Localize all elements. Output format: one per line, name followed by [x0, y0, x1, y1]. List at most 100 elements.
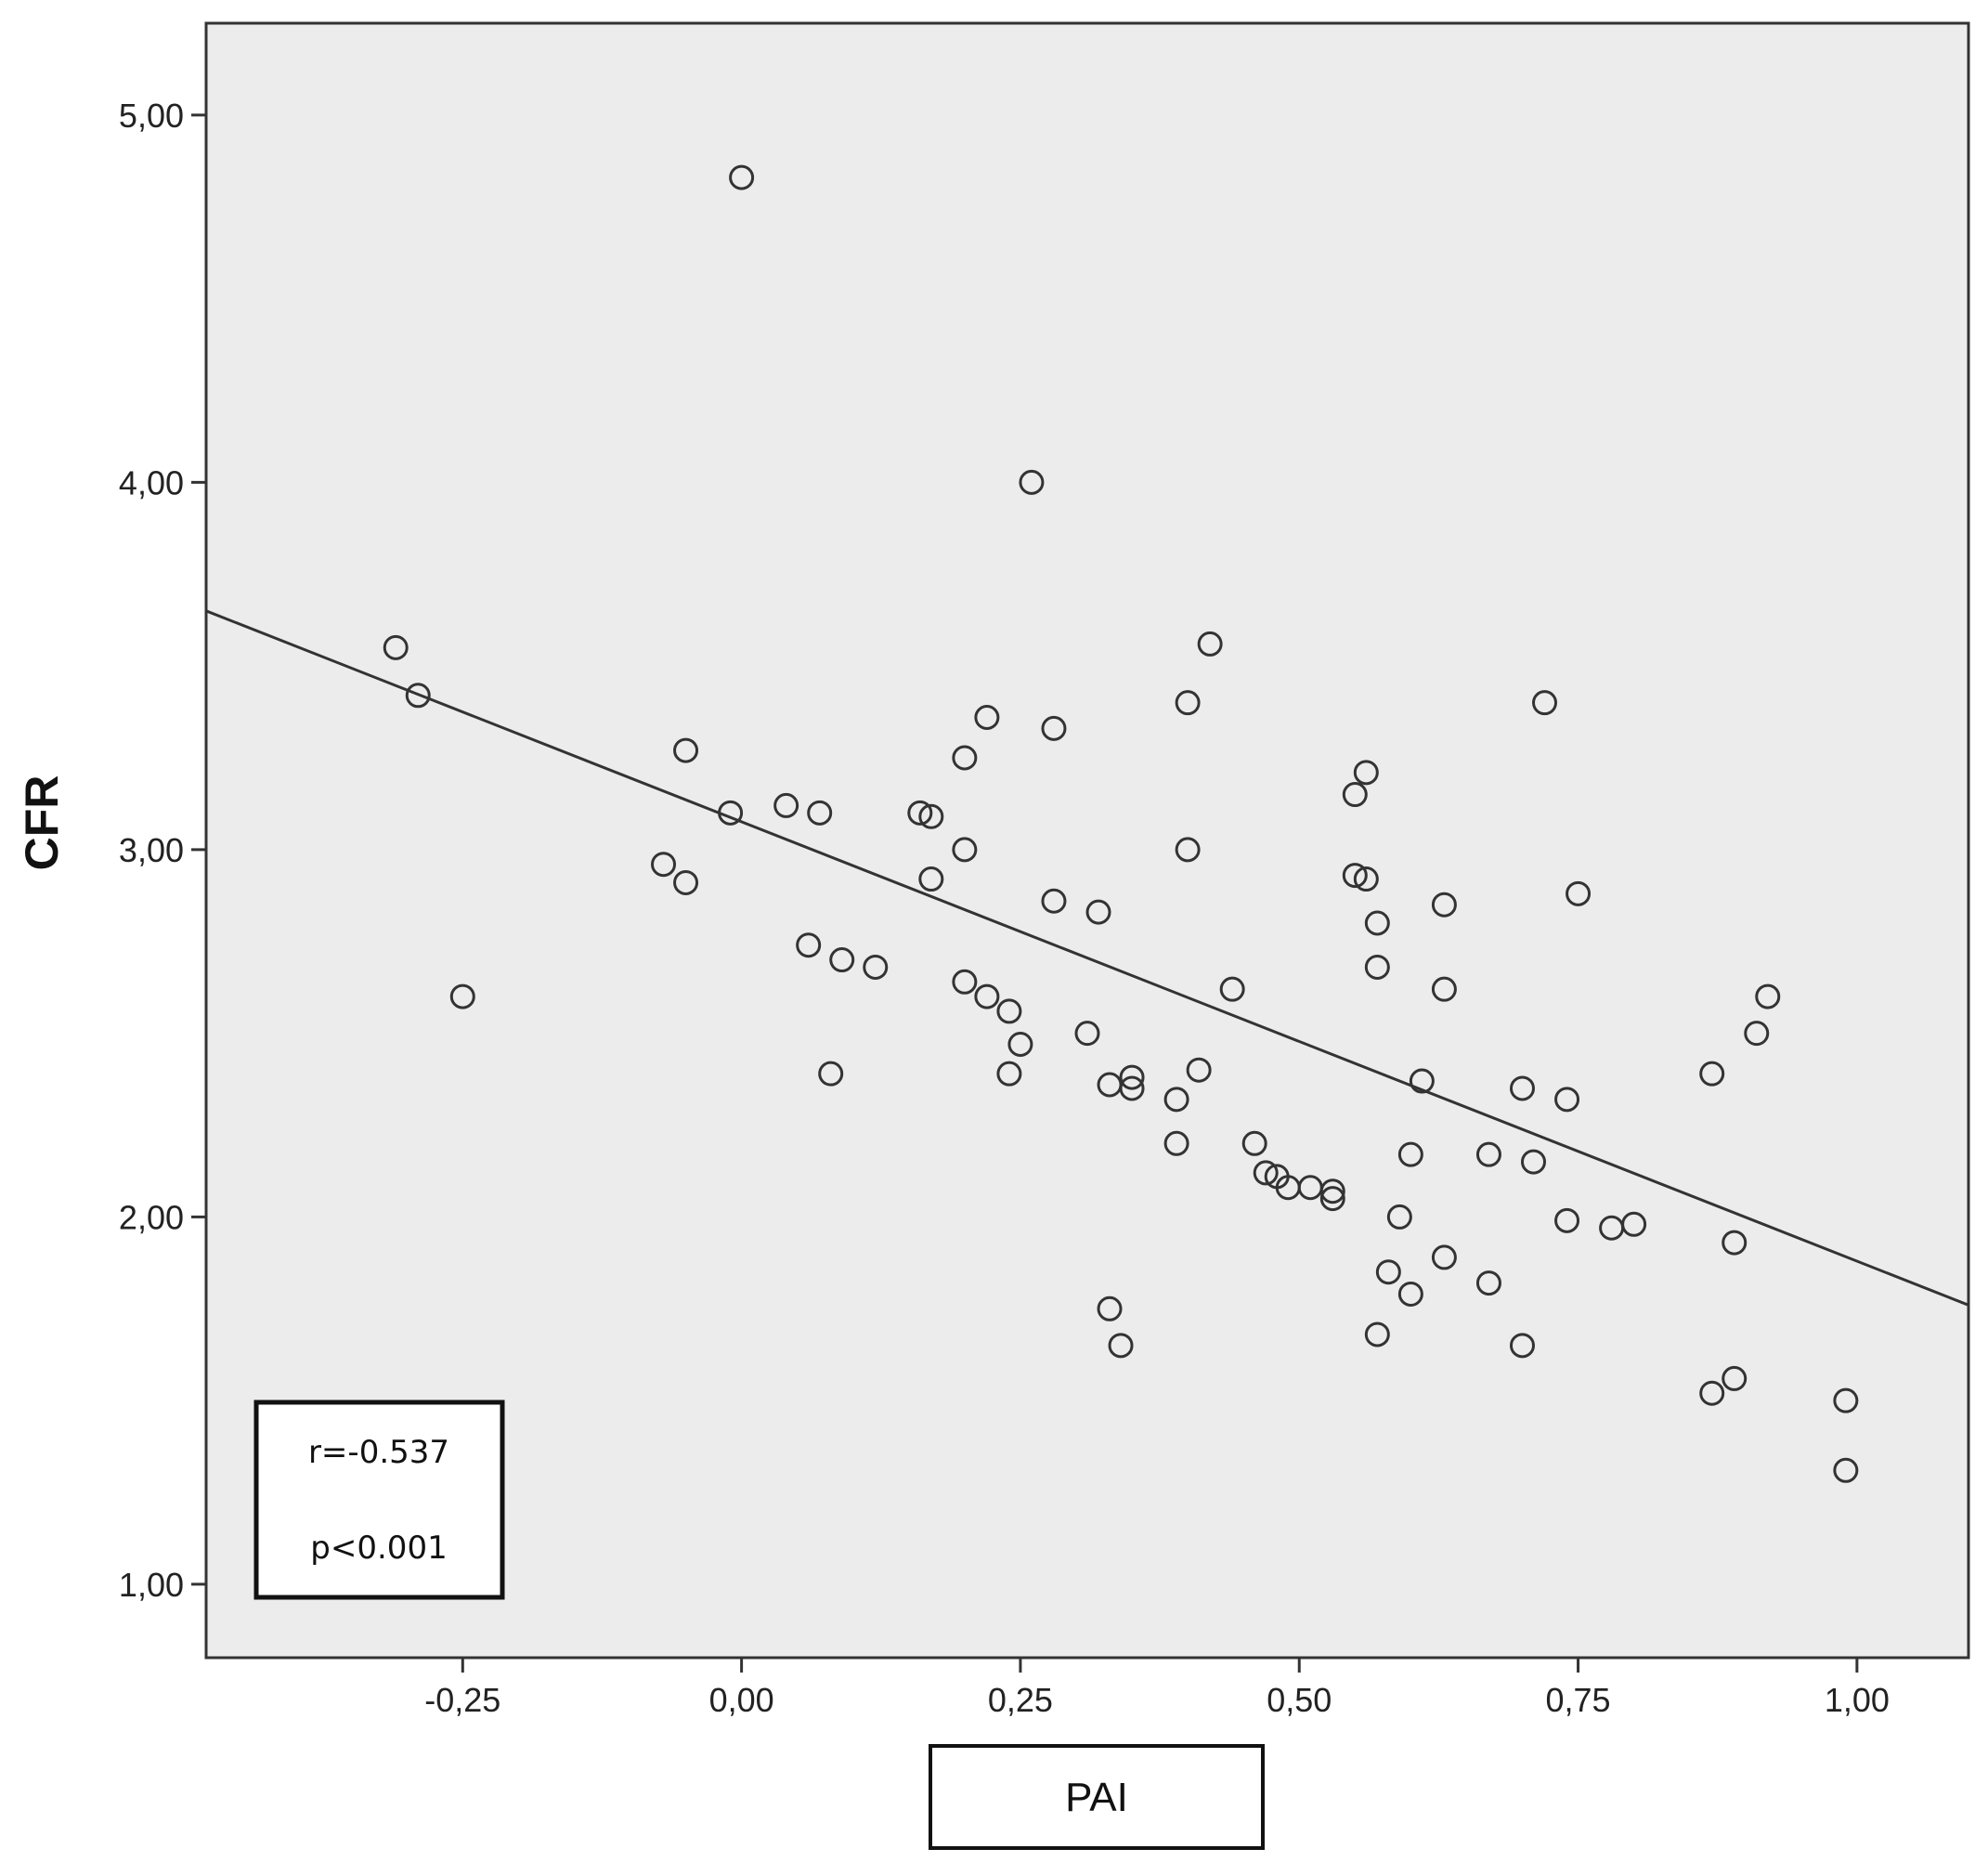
data-point — [807, 800, 833, 826]
data-point — [1833, 1387, 1859, 1413]
data-point — [773, 792, 799, 818]
x-tick-label: 0,50 — [1267, 1681, 1332, 1719]
x-axis-title-box: PAI — [929, 1744, 1265, 1850]
x-tick-label: -0,25 — [424, 1681, 500, 1719]
data-point — [1722, 1365, 1748, 1391]
data-point — [1386, 1204, 1412, 1230]
y-tick-label: 2,00 — [119, 1198, 184, 1236]
data-point — [729, 164, 755, 190]
data-point — [1342, 863, 1368, 889]
data-point — [1175, 837, 1201, 863]
data-point — [405, 683, 431, 709]
data-point — [1621, 1211, 1647, 1237]
data-point — [1119, 1075, 1145, 1101]
data-point — [952, 969, 978, 995]
data-point — [673, 869, 699, 895]
data-point — [1722, 1230, 1748, 1256]
regression-line — [205, 609, 1969, 1307]
plot-area — [204, 21, 1970, 1660]
p-value-label: p<0.001 — [310, 1530, 447, 1567]
data-point — [1397, 1141, 1423, 1167]
data-point — [1074, 1021, 1100, 1047]
data-point — [1085, 899, 1111, 925]
data-point — [1108, 1333, 1134, 1359]
data-point — [1186, 1057, 1212, 1083]
data-point — [1364, 1322, 1390, 1348]
data-point — [1833, 1457, 1859, 1483]
y-tick-label: 3,00 — [119, 831, 184, 869]
x-tick-label: 0,75 — [1546, 1681, 1611, 1719]
data-point — [1097, 1296, 1123, 1322]
data-point — [1509, 1333, 1535, 1359]
data-point — [1475, 1270, 1501, 1296]
data-point — [1175, 690, 1201, 716]
data-point — [818, 1061, 844, 1087]
stats-box: r=-0.537 p<0.001 — [253, 1400, 505, 1600]
data-point — [1364, 910, 1390, 936]
data-point — [974, 983, 1000, 1009]
data-point — [974, 705, 1000, 731]
data-point — [1532, 690, 1558, 716]
data-point — [1566, 880, 1592, 906]
data-point — [952, 745, 978, 771]
data-point — [1554, 1087, 1580, 1113]
data-point — [1241, 1130, 1267, 1156]
data-point — [1219, 976, 1245, 1002]
data-point — [1253, 1160, 1279, 1186]
data-point — [383, 634, 409, 660]
y-axis-title: CFR — [16, 775, 68, 871]
data-point — [796, 932, 822, 958]
fit-line-layer — [205, 609, 1969, 1307]
data-point — [1475, 1141, 1501, 1167]
data-point — [996, 998, 1022, 1024]
data-point — [1375, 1259, 1401, 1285]
data-point — [449, 983, 475, 1009]
data-point — [1353, 866, 1379, 892]
data-point — [1007, 1032, 1033, 1058]
data-point — [1342, 782, 1368, 808]
data-point — [1353, 760, 1379, 786]
data-point — [863, 954, 889, 980]
y-tick-label: 4,00 — [119, 463, 184, 501]
data-point — [1431, 1244, 1457, 1270]
data-point — [996, 1061, 1022, 1087]
data-point — [1163, 1087, 1189, 1113]
data-point — [1509, 1075, 1535, 1101]
data-point — [718, 800, 744, 826]
data-point — [1041, 888, 1067, 914]
data-point — [918, 866, 944, 892]
data-point — [952, 837, 978, 863]
x-tick-label: 1,00 — [1825, 1681, 1890, 1719]
data-point — [1699, 1061, 1725, 1087]
data-point — [1041, 715, 1067, 741]
x-axis-title: PAI — [1065, 1775, 1128, 1820]
data-point — [907, 800, 933, 826]
data-point — [1319, 1178, 1345, 1204]
x-axis: -0,25 0,00 0,25 0,50 0,75 1,00 — [424, 1658, 1890, 1719]
data-point — [1431, 976, 1457, 1002]
data-point — [1019, 469, 1045, 495]
y-tick-label: 1,00 — [119, 1566, 184, 1604]
data-point — [918, 803, 944, 829]
data-point — [1119, 1064, 1145, 1090]
data-point — [1163, 1130, 1189, 1156]
x-tick-label: 0,00 — [709, 1681, 774, 1719]
data-point — [1521, 1149, 1547, 1175]
data-point — [1554, 1207, 1580, 1233]
data-point — [829, 947, 855, 973]
data-point — [1364, 954, 1390, 980]
data-point — [673, 737, 699, 763]
r-value-label: r=-0.537 — [308, 1434, 449, 1471]
data-point — [1397, 1281, 1423, 1307]
data-point — [1409, 1068, 1435, 1094]
data-point — [1699, 1380, 1725, 1406]
data-point — [1431, 892, 1457, 918]
y-tick-label: 5,00 — [119, 97, 184, 135]
data-point — [1319, 1186, 1345, 1212]
data-point — [1744, 1021, 1770, 1047]
y-axis: 1,00 2,00 3,00 4,00 5,00 — [119, 97, 206, 1604]
data-point — [651, 852, 677, 878]
data-point — [1197, 631, 1223, 657]
data-point — [1755, 983, 1781, 1009]
